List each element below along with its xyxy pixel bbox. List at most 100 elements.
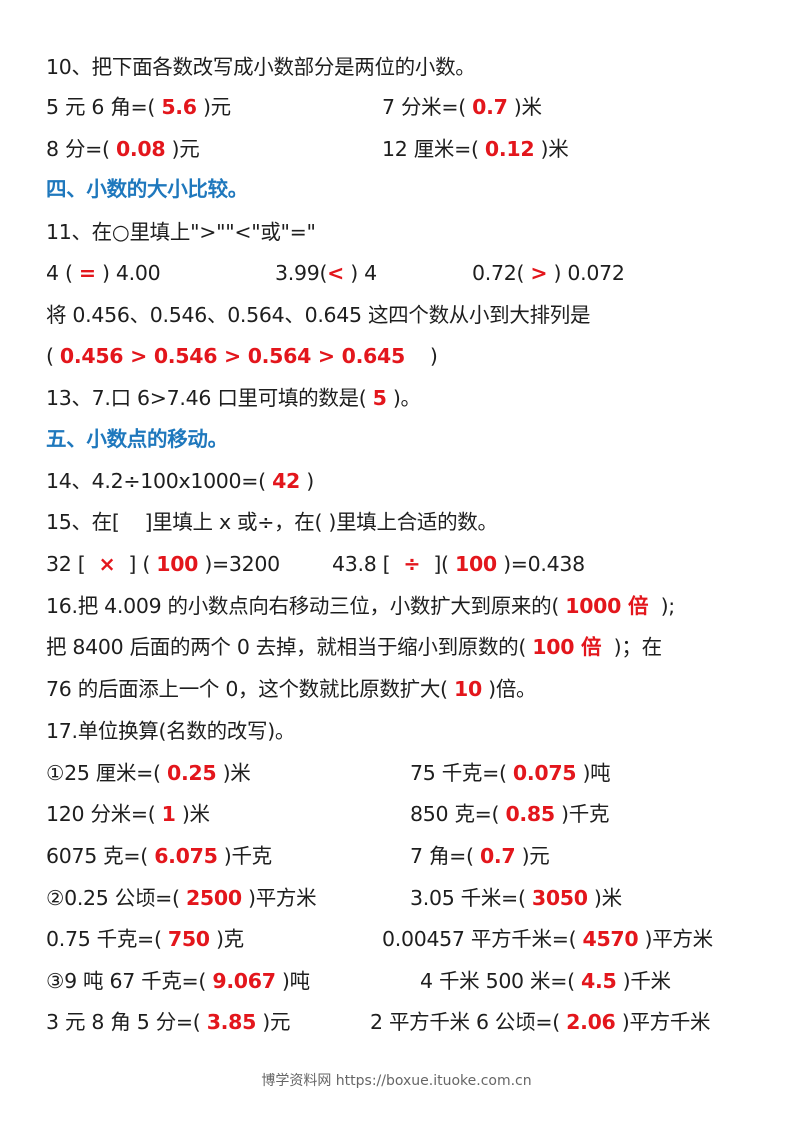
text-line: 120 分米=( 1 )米 850 克=( 0.85 )千克 xyxy=(0,794,793,834)
answer-text: 0.7 xyxy=(479,844,516,868)
line-column: 16.把 4.009 的小数点向右移动三位，小数扩大到原来的( 1000 倍 )… xyxy=(46,586,675,626)
question-text: 15、在[ ]里填上 x 或÷，在( )里填上合适的数。 xyxy=(46,510,498,534)
line-column: 10、把下面各数改写成小数部分是两位的小数。 xyxy=(46,47,476,87)
line-column: 3.05 千米=( 3050 )米 xyxy=(410,878,622,918)
line-column: 8 分=( 0.08 )元 xyxy=(46,129,200,169)
line-column: 2 平方千米 6 公顷=( 2.06 )平方千米 xyxy=(370,1002,711,1042)
question-text: 0.72( xyxy=(472,261,531,285)
question-text: )。 xyxy=(386,386,421,410)
question-text: )米 xyxy=(507,95,542,119)
text-line: ②0.25 公顷=( 2500 )平方米 3.05 千米=( 3050 )米 xyxy=(0,878,793,918)
question-text: 6075 克=( xyxy=(46,844,155,868)
line-column: 75 千克=( 0.075 )吨 xyxy=(410,753,611,793)
line-column: 13、7.口 6>7.46 口里可填的数是( 5 )。 xyxy=(46,378,421,418)
question-text: 把 8400 后面的两个 0 去掉，就相当于缩小到原数的( xyxy=(46,635,533,659)
question-text: )米 xyxy=(175,802,210,826)
text-line: 16.把 4.009 的小数点向右移动三位，小数扩大到原来的( 1000 倍 )… xyxy=(0,586,793,626)
question-text: ) xyxy=(404,344,438,368)
question-text: )=3200 xyxy=(198,552,280,576)
answer-text: > xyxy=(530,261,548,285)
question-text: )元 xyxy=(515,844,550,868)
question-text: 7 分米=( xyxy=(382,95,473,119)
answer-text: 4570 xyxy=(582,927,639,951)
text-line: 17.单位换算(名数的改写)。 xyxy=(0,711,793,751)
answer-text: < xyxy=(327,261,345,285)
answer-text: 9.067 xyxy=(212,969,276,993)
text-line: 0.75 千克=( 750 )克 0.00457 平方千米=( 4570 )平方米 xyxy=(0,919,793,959)
line-column: 把 8400 后面的两个 0 去掉，就相当于缩小到原数的( 100 倍 )；在 xyxy=(46,627,662,667)
text-line: 将 0.456、0.546、0.564、0.645 这四个数从小到大排列是 xyxy=(0,295,793,335)
question-text: 17.单位换算(名数的改写)。 xyxy=(46,719,296,743)
footer-watermark: 博学资料网 https://boxue.ituoke.com.cn xyxy=(261,1073,532,1089)
question-text: ②0.25 公顷=( xyxy=(46,886,186,910)
answer-text: 0.12 xyxy=(484,137,535,161)
heading-text: 五、小数点的移动。 xyxy=(46,427,228,451)
question-text: 10、把下面各数改写成小数部分是两位的小数。 xyxy=(46,55,476,79)
answer-text: × xyxy=(91,552,123,576)
question-text: ①25 厘米=( xyxy=(46,761,167,785)
question-text: 43.8 [ xyxy=(332,552,397,576)
question-text: ] ( xyxy=(122,552,157,576)
line-column: 76 的后面添上一个 0，这个数就比原数扩大( 10 )倍。 xyxy=(46,669,537,709)
line-column: 3.99(< ) 4 xyxy=(275,253,377,293)
question-text: )；在 xyxy=(601,635,662,659)
answer-text: 3.85 xyxy=(206,1010,257,1034)
question-text: )元 xyxy=(196,95,231,119)
answer-text: 0.7 xyxy=(472,95,508,119)
question-text: ③9 吨 67 千克=( xyxy=(46,969,213,993)
line-column: 120 分米=( 1 )米 xyxy=(46,794,210,834)
question-text: 4 ( xyxy=(46,261,79,285)
answer-text: 0.85 xyxy=(505,802,555,826)
question-text: )=0.438 xyxy=(496,552,585,576)
question-text: 3.05 千米=( xyxy=(410,886,532,910)
line-column: 43.8 [ ÷ ]( 100 )=0.438 xyxy=(332,544,585,584)
answer-text: 750 xyxy=(167,927,210,951)
text-line: 15、在[ ]里填上 x 或÷，在( )里填上合适的数。 xyxy=(0,502,793,542)
answer-text: 3050 xyxy=(531,886,588,910)
question-text: )吨 xyxy=(576,761,611,785)
line-column: 四、小数的大小比较。 xyxy=(46,169,248,209)
text-line: ③9 吨 67 千克=( 9.067 )吨 4 千米 500 米=( 4.5 )千… xyxy=(0,961,793,1001)
question-text: )千米 xyxy=(616,969,671,993)
question-text: 2 平方千米 6 公顷=( xyxy=(370,1010,567,1034)
question-text: ) 4 xyxy=(344,261,377,285)
question-text: )平方千米 xyxy=(615,1010,711,1034)
section-heading: 五、小数点的移动。 xyxy=(0,419,793,459)
answer-text: ÷ xyxy=(396,552,428,576)
question-text: 将 0.456、0.546、0.564、0.645 这四个数从小到大排列是 xyxy=(46,303,591,327)
question-text: 120 分米=( xyxy=(46,802,162,826)
answer-text: 5 xyxy=(372,386,387,410)
line-column: 3 元 8 角 5 分=( 3.85 )元 xyxy=(46,1002,291,1042)
question-text: )米 xyxy=(587,886,622,910)
question-text: )米 xyxy=(216,761,251,785)
text-line: 14、4.2÷100x1000=( 42 ) xyxy=(0,461,793,501)
line-column: 32 [ × ] ( 100 )=3200 xyxy=(46,544,280,584)
text-line: 32 [ × ] ( 100 )=3200 43.8 [ ÷ ]( 100 )=0… xyxy=(0,544,793,584)
question-text: 4 千米 500 米=( xyxy=(420,969,582,993)
line-column: 7 角=( 0.7 )元 xyxy=(410,836,550,876)
line-column: 0.75 千克=( 750 )克 xyxy=(46,919,244,959)
question-text: 7 角=( xyxy=(410,844,480,868)
answer-text: 6.075 xyxy=(154,844,218,868)
answer-text: 0.456 > 0.546 > 0.564 > 0.645 xyxy=(59,344,405,368)
question-text: 11、在○里填上">""<"或"=" xyxy=(46,220,316,244)
question-text: ) xyxy=(300,469,314,493)
heading-text: 四、小数的大小比较。 xyxy=(46,177,248,201)
text-line: 76 的后面添上一个 0，这个数就比原数扩大( 10 )倍。 xyxy=(0,669,793,709)
text-line: 5 元 6 角=( 5.6 )元 7 分米=( 0.7 )米 xyxy=(0,87,793,127)
question-text: 0.75 千克=( xyxy=(46,927,168,951)
line-column: 850 克=( 0.85 )千克 xyxy=(410,794,609,834)
question-text: 850 克=( xyxy=(410,802,506,826)
answer-text: 1000 倍 xyxy=(565,594,649,618)
line-column: 0.72( > ) 0.072 xyxy=(472,253,625,293)
question-text: ]( xyxy=(427,552,455,576)
question-text: )米 xyxy=(534,137,569,161)
answer-text: 0.075 xyxy=(512,761,577,785)
text-line: 把 8400 后面的两个 0 去掉，就相当于缩小到原数的( 100 倍 )；在 xyxy=(0,627,793,667)
line-column: 15、在[ ]里填上 x 或÷，在( )里填上合适的数。 xyxy=(46,502,498,542)
answer-text: 100 xyxy=(454,552,497,576)
answer-text: 0.25 xyxy=(166,761,217,785)
line-column: 17.单位换算(名数的改写)。 xyxy=(46,711,295,751)
line-column: ②0.25 公顷=( 2500 )平方米 xyxy=(46,878,317,918)
answer-text: 10 xyxy=(453,677,482,701)
